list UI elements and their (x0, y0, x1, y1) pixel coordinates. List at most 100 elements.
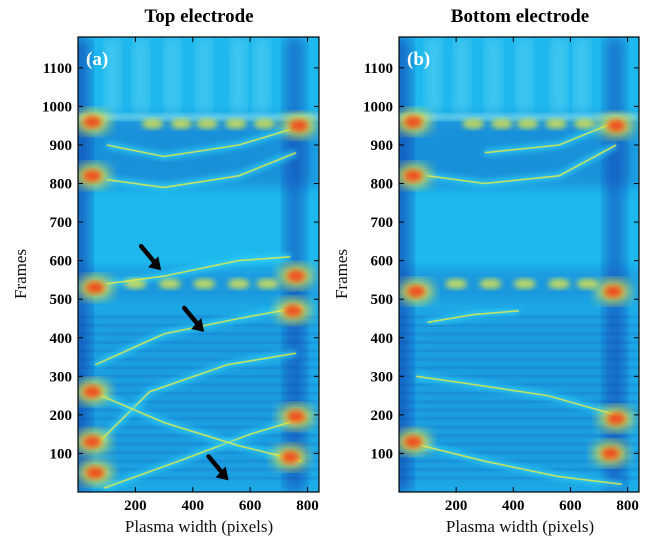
y-tick-label: 800 (50, 177, 73, 193)
trace-line (421, 444, 622, 486)
arrow-head (191, 317, 205, 332)
x-tick-label: 600 (239, 498, 262, 514)
pale-streak (165, 37, 180, 115)
hotspot-core (287, 270, 306, 283)
trace-line (427, 310, 520, 324)
axes-frame (77, 36, 320, 493)
pale-streak (486, 37, 501, 115)
y-tick-label: 600 (50, 254, 73, 270)
lower-region (399, 303, 639, 492)
hotspot-core (407, 285, 426, 298)
intensity-blob (513, 278, 536, 289)
striation (78, 315, 319, 319)
intensity-blob (227, 278, 250, 289)
intensity-blob (124, 278, 147, 289)
intensity-blob (256, 278, 279, 289)
hotspot-core (83, 385, 102, 398)
striation (78, 340, 319, 344)
intensity-blob (158, 278, 181, 289)
x-tick-label: 400 (182, 498, 205, 514)
trace-line (415, 375, 617, 416)
pale-streak (574, 37, 589, 115)
striation (399, 340, 639, 344)
striation (78, 332, 319, 336)
pale-streak (552, 37, 566, 115)
striation (399, 357, 639, 361)
heatmap-field (399, 37, 639, 492)
arrow-head (148, 256, 162, 271)
heatmap-field (78, 37, 319, 492)
striation (78, 408, 319, 412)
pale-streak (105, 37, 120, 115)
striation (399, 366, 639, 370)
y-tick-label: 600 (371, 254, 394, 270)
striation (399, 374, 639, 378)
pale-streak (454, 37, 469, 115)
hotspot-core (604, 285, 623, 298)
hotspot-core (83, 435, 102, 448)
striation (399, 400, 639, 404)
striation (78, 391, 319, 395)
trace-line (100, 394, 302, 462)
striation (78, 357, 319, 361)
title-a: Top electrode (144, 6, 254, 27)
ylabel-b: Frames (332, 248, 351, 300)
intensity-blob (479, 278, 502, 289)
striation (399, 476, 639, 480)
pale-streak (426, 37, 441, 115)
hotspot-core (289, 119, 308, 132)
intensity-blob (193, 278, 216, 289)
hotspot-core (83, 169, 102, 182)
y-tick-label: 300 (371, 369, 394, 385)
y-tick-label: 500 (50, 292, 73, 308)
x-tick-label: 800 (296, 498, 319, 514)
y-tick-label: 400 (50, 331, 73, 347)
x-tick-label: 800 (616, 498, 639, 514)
pale-streak (231, 37, 246, 115)
y-tick-label: 1000 (42, 99, 72, 115)
hotspot-core (404, 435, 423, 448)
y-tick-label: 700 (371, 215, 394, 231)
pale-streak (517, 37, 532, 115)
xlabel-b: Plasma width (pixels) (445, 517, 595, 536)
hotspot-core (601, 447, 620, 460)
striation (78, 476, 319, 480)
hotspot-core (281, 451, 300, 464)
arrow-head (215, 466, 229, 481)
striation (78, 383, 319, 387)
x-tick-label: 400 (502, 498, 525, 514)
intensity-blob (170, 118, 193, 129)
striation (78, 468, 319, 472)
xlabel-a: Plasma width (pixels) (124, 517, 274, 536)
y-tick-label: 400 (371, 331, 394, 347)
ylabel-a: Frames (11, 248, 30, 300)
striation (78, 442, 319, 446)
striation (399, 425, 639, 429)
intensity-blob (445, 278, 468, 289)
hotspot-core (404, 169, 423, 182)
panel-label: (b) (407, 49, 430, 70)
intensity-blob (545, 118, 568, 129)
striation (399, 383, 639, 387)
striation (399, 315, 639, 319)
striation (399, 459, 639, 463)
hotspot-core (287, 410, 306, 423)
striation (78, 400, 319, 404)
hotspot-core (607, 412, 626, 425)
y-tick-label: 100 (50, 446, 73, 462)
axes-frame (398, 36, 640, 493)
panel-label: (a) (86, 49, 108, 70)
intensity-blob (516, 118, 539, 129)
y-tick-label: 900 (371, 138, 394, 154)
intensity-blob (196, 118, 219, 129)
intensity-blob (548, 278, 570, 289)
panel-b: 200 400 600 800 100 200 300 400 500 600 700 800 900 1… (363, 36, 640, 514)
trace-line (484, 121, 617, 154)
y-tick-label: 900 (50, 138, 73, 154)
y-tick-label: 1000 (363, 99, 393, 115)
x-tick-label: 200 (124, 498, 147, 514)
y-tick-label: 1100 (43, 61, 72, 77)
intensity-blob (490, 118, 513, 129)
hotspot-core (607, 119, 626, 132)
intensity-blob (573, 118, 596, 129)
